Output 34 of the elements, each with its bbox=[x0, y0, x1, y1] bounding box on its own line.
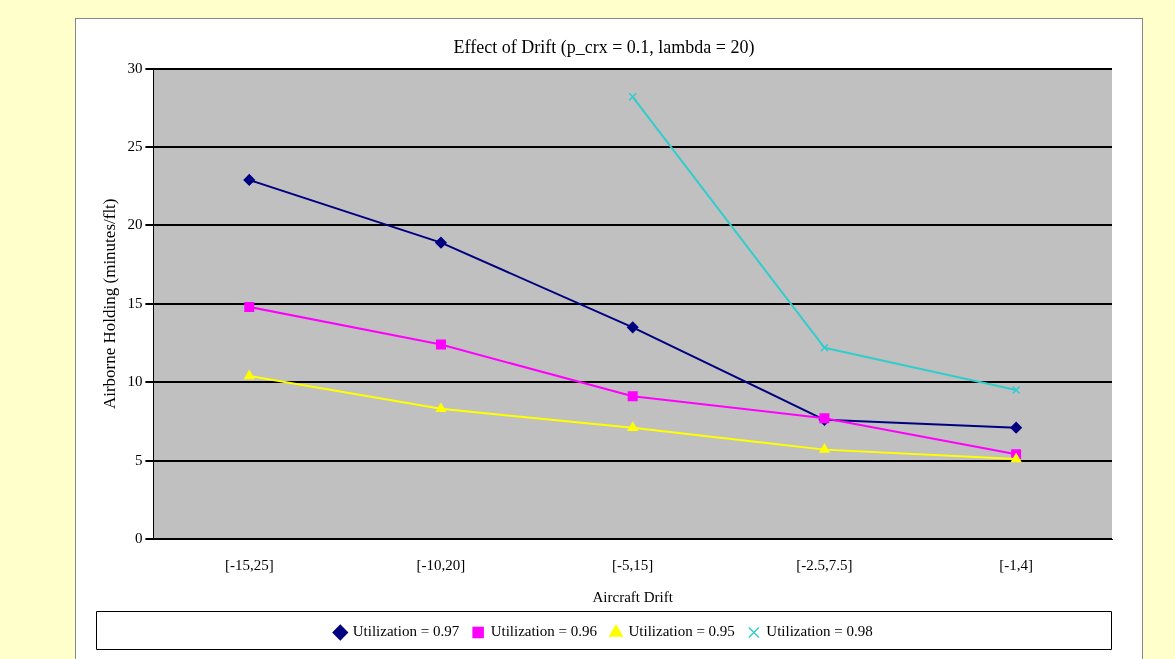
point bbox=[435, 236, 447, 249]
x-axis-title: Aircraft Drift bbox=[592, 588, 674, 605]
point bbox=[244, 370, 255, 380]
point bbox=[1011, 453, 1022, 463]
y-axis-title: Airborne Holding (minutes/flt) bbox=[99, 198, 119, 410]
point bbox=[628, 92, 637, 102]
point bbox=[627, 391, 638, 402]
point bbox=[820, 343, 829, 352]
point bbox=[1011, 385, 1021, 395]
x-tick-label: [-2.5,7.5] bbox=[796, 556, 853, 573]
y-tick-label: 30 bbox=[127, 59, 143, 76]
point bbox=[244, 301, 255, 312]
legend-label: Utilization = 0.97 bbox=[352, 623, 460, 640]
x-tick-label: [-15,25] bbox=[224, 556, 274, 573]
y-tick-label: 20 bbox=[127, 216, 143, 233]
legend-label: Utilization = 0.96 bbox=[490, 623, 598, 640]
legend-label: Utilization = 0.95 bbox=[628, 623, 735, 640]
x-tick-label: [-10,20] bbox=[416, 556, 466, 573]
x-tick-label: [-1,4] bbox=[999, 556, 1034, 573]
point bbox=[435, 339, 446, 350]
point bbox=[243, 174, 256, 186]
y-tick-label: 5 bbox=[134, 451, 143, 468]
x-tick-label: [-5,15] bbox=[612, 556, 654, 573]
y-tick-label: 15 bbox=[127, 294, 143, 311]
point bbox=[1010, 421, 1022, 434]
y-tick-label: 10 bbox=[127, 373, 143, 390]
y-tick-label: 0 bbox=[134, 529, 143, 546]
y-tick-label: 25 bbox=[127, 137, 143, 154]
chart-title: Effect of Drift (p_crx = 0.1, lambda = 20) bbox=[453, 36, 755, 58]
point bbox=[435, 403, 447, 413]
point bbox=[627, 421, 638, 431]
legend-label: Utilization = 0.98 bbox=[766, 623, 873, 640]
point bbox=[819, 443, 830, 453]
point bbox=[626, 321, 639, 334]
